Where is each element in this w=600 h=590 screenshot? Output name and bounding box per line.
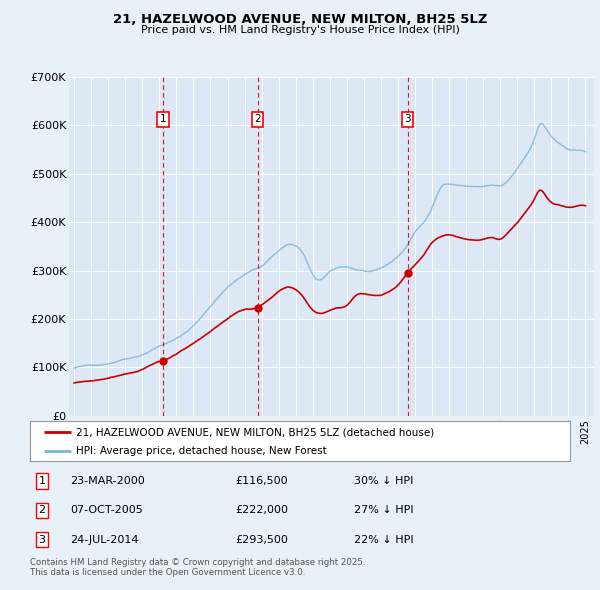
Text: £222,000: £222,000 [235,506,288,515]
Text: 22% ↓ HPI: 22% ↓ HPI [354,535,413,545]
Text: 21, HAZELWOOD AVENUE, NEW MILTON, BH25 5LZ: 21, HAZELWOOD AVENUE, NEW MILTON, BH25 5… [113,13,487,26]
Text: 1: 1 [160,114,166,124]
Text: 2: 2 [38,506,46,515]
Text: 2: 2 [254,114,261,124]
Text: 30% ↓ HPI: 30% ↓ HPI [354,476,413,486]
Text: HPI: Average price, detached house, New Forest: HPI: Average price, detached house, New … [76,446,326,456]
Text: £116,500: £116,500 [235,476,288,486]
Text: Price paid vs. HM Land Registry's House Price Index (HPI): Price paid vs. HM Land Registry's House … [140,25,460,35]
Text: 23-MAR-2000: 23-MAR-2000 [71,476,145,486]
Text: 3: 3 [38,535,46,545]
Text: 21, HAZELWOOD AVENUE, NEW MILTON, BH25 5LZ (detached house): 21, HAZELWOOD AVENUE, NEW MILTON, BH25 5… [76,428,434,438]
Text: 07-OCT-2005: 07-OCT-2005 [71,506,143,515]
Text: 24-JUL-2014: 24-JUL-2014 [71,535,139,545]
Text: Contains HM Land Registry data © Crown copyright and database right 2025.
This d: Contains HM Land Registry data © Crown c… [30,558,365,577]
Text: 3: 3 [404,114,411,124]
Text: £293,500: £293,500 [235,535,288,545]
Text: 27% ↓ HPI: 27% ↓ HPI [354,506,413,515]
Text: 1: 1 [38,476,46,486]
